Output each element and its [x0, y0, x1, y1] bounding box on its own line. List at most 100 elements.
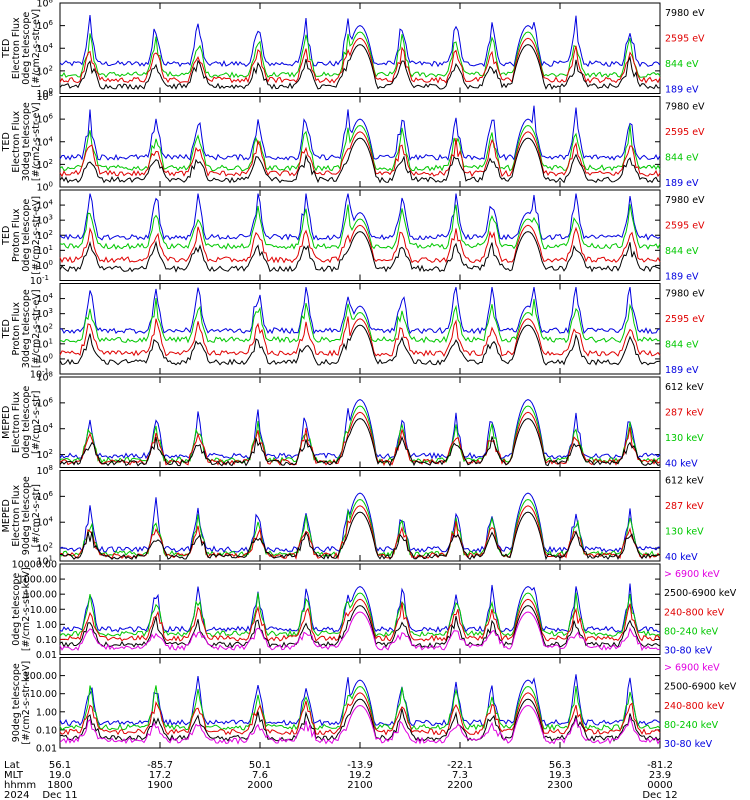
row-label-mlt: MLT [4, 770, 24, 781]
y-axis-label: Proton Flux [11, 208, 22, 262]
y-tick-label: 1.00 [36, 620, 57, 631]
panel-3: TED Proton Flux 0deg telescope [#/cm2-s-str… [1, 189, 705, 287]
series-line [59, 124, 661, 172]
y-tick-label: 101 [36, 244, 53, 257]
series-line [59, 105, 661, 162]
x-label-mlt: 17.2 [149, 770, 171, 781]
legend-entry: 844 eV [665, 59, 699, 70]
y-tick-label: 10000.00 [12, 560, 57, 571]
x-label-mlt: 19.3 [549, 770, 571, 781]
y-tick-label: 108 [36, 90, 53, 103]
series-line [59, 316, 661, 357]
y-axis-label: 0deg telescope [21, 199, 32, 272]
legend-entry: 2595 eV [665, 34, 705, 45]
series-line [59, 14, 661, 68]
y-axis-label: TED [1, 39, 12, 59]
y-tick-label: 106 [36, 113, 53, 126]
legend-entry: 844 eV [665, 246, 699, 257]
x-label-mlt: 7.6 [252, 770, 268, 781]
legend-entry: 30-80 keV [664, 739, 713, 750]
x-label-hhmm: 2300 [547, 780, 572, 791]
x-label-hhmm: 1900 [147, 780, 172, 791]
series-line [59, 131, 661, 178]
legend-entry: 7980 eV [665, 195, 705, 206]
series-line [59, 583, 661, 633]
y-axis-label: Electron Flux [11, 485, 22, 547]
y-tick-label: 0.01 [36, 744, 57, 755]
legend-entry: 844 eV [665, 340, 699, 351]
y-tick-label: 108 [36, 0, 53, 10]
x-label-lat: 50.1 [249, 760, 271, 771]
legend-entry: 240-800 keV [664, 607, 725, 618]
y-tick-label: 100.00 [24, 590, 57, 601]
series-line [59, 692, 661, 736]
series-line [59, 399, 661, 460]
panel-5: MEPED Electron Flux 0deg telescope [#/cm2-s… [1, 371, 704, 470]
y-tick-label: 101 [36, 337, 53, 350]
legend-entry: 7980 eV [665, 289, 705, 300]
legend-entry: 80-240 keV [664, 720, 719, 731]
y-axis-label: TED [1, 319, 12, 339]
x-label-hhmm: 1800 [47, 780, 72, 791]
y-tick-label: 10-1 [30, 368, 49, 381]
y-tick-label: 0.10 [36, 635, 57, 646]
y-tick-label: 104 [36, 422, 53, 435]
panel-1: TED Electron Flux 0deg telescope [#/cm2-s-s… [1, 0, 705, 100]
series-line [59, 286, 661, 335]
y-tick-label: 10.00 [30, 605, 57, 616]
series-line [59, 224, 661, 264]
series-line [59, 193, 661, 241]
legend-entry: 2500-6900 keV [664, 588, 737, 599]
legend-entry: 189 eV [665, 272, 699, 283]
series-line [59, 298, 661, 344]
panel-8: 90deg telescope [#/cm2-s-str-keV] 0.01 0.10… [11, 657, 737, 755]
y-axis-label: TED [1, 132, 12, 152]
legend-entry: > 6900 keV [664, 663, 720, 674]
x-label-hhmm: 2000 [247, 780, 272, 791]
y-axis-label: MEPED [1, 406, 12, 439]
legend-entry: 844 eV [665, 153, 699, 164]
series-line [59, 37, 661, 84]
y-tick-label: 104 [36, 199, 53, 212]
x-label-mlt: 7.3 [452, 770, 468, 781]
x-label-hhmm: 2100 [347, 780, 372, 791]
series-line [59, 598, 661, 643]
y-tick-label: 1.00 [36, 707, 57, 718]
x-label-hhmm: 0000 [647, 780, 672, 791]
y-axis-label: [#/cm2-s-str-eV] [31, 196, 42, 275]
legend-entry: 2595 eV [665, 314, 705, 325]
x-label-lat: -13.9 [347, 760, 373, 771]
y-tick-label: 0.01 [36, 650, 57, 661]
panel-4: TED Proton Flux 30deg telescope [#/cm2-s-st… [1, 283, 705, 381]
y-tick-label: 0.10 [36, 725, 57, 736]
series-line [59, 511, 661, 561]
x-label-lat: 56.3 [549, 760, 571, 771]
y-tick-label: 103 [36, 214, 53, 227]
legend-entry: 30-80 keV [664, 646, 713, 657]
y-axis-label: [#/cm2-s-str-keV] [21, 661, 32, 745]
panel-7: 0deg telescope [#/cm2-s-str-keV] 0.01 0.10 1… [11, 560, 737, 662]
series-line [59, 611, 661, 652]
legend-entry: 287 keV [665, 501, 704, 512]
series-line [59, 231, 661, 273]
legend-entry: 40 keV [665, 459, 698, 470]
y-axis-label: 30deg telescope [21, 102, 32, 181]
y-tick-label: 102 [36, 64, 53, 77]
y-axis-label: Electron Flux [11, 391, 22, 453]
y-tick-label: 102 [36, 158, 53, 171]
x-label-lat: 56.1 [49, 760, 71, 771]
y-tick-label: 104 [36, 135, 53, 148]
y-tick-label: 108 [36, 464, 53, 477]
series-line [59, 418, 661, 467]
panel-frame [59, 2, 661, 94]
y-tick-label: 104 [36, 42, 53, 55]
y-axis-label: TED [1, 226, 12, 246]
row-label-lat: Lat [4, 760, 20, 771]
legend-entry: 40 keV [665, 552, 698, 563]
y-tick-label: 100.00 [24, 671, 57, 682]
legend-entry: 130 keV [665, 433, 704, 444]
panel-6: MEPED Electron Flux 90deg telescope [#/cm2-… [1, 464, 704, 568]
series-line [59, 605, 661, 649]
